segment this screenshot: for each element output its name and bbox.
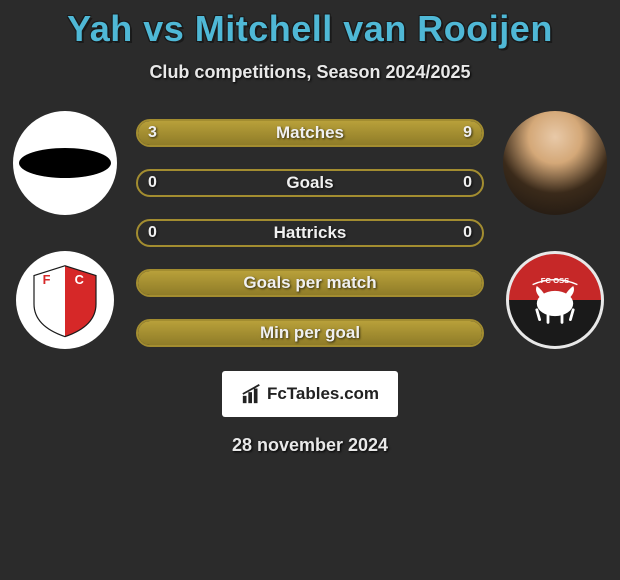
brand-text: FcTables.com <box>267 384 379 404</box>
stat-bar: 39Matches <box>136 119 484 147</box>
stat-bar: Min per goal <box>136 319 484 347</box>
utrecht-shield-icon: F C <box>25 260 105 340</box>
stat-label: Hattricks <box>138 221 482 245</box>
player-photo-left <box>13 111 117 215</box>
page-title: Yah vs Mitchell van Rooijen <box>0 8 620 50</box>
placeholder-silhouette <box>19 148 111 178</box>
stat-label: Goals per match <box>138 271 482 295</box>
club-logo-left: F C <box>16 251 114 349</box>
stat-bar: 00Goals <box>136 169 484 197</box>
stat-bars: 39Matches 00Goals 00Hattricks Goals per mat… <box>124 119 496 347</box>
player-photo-right <box>503 111 607 215</box>
stat-label: Matches <box>138 121 482 145</box>
main-row: F C 39Matches 00Goals 00Hattricks Goals per… <box>0 111 620 349</box>
stat-label: Goals <box>138 171 482 195</box>
left-player-column: F C <box>6 111 124 349</box>
bar-chart-icon <box>241 383 263 405</box>
svg-text:F: F <box>43 272 51 287</box>
stat-bar: Goals per match <box>136 269 484 297</box>
comparison-card: Yah vs Mitchell van Rooijen Club competi… <box>0 0 620 456</box>
right-player-column: FC OSS <box>496 111 614 349</box>
stat-bar: 00Hattricks <box>136 219 484 247</box>
svg-text:C: C <box>75 272 84 287</box>
club-logo-right: FC OSS <box>506 251 604 349</box>
subtitle: Club competitions, Season 2024/2025 <box>0 62 620 83</box>
stat-label: Min per goal <box>138 321 482 345</box>
footer-date: 28 november 2024 <box>0 435 620 456</box>
oss-bull-icon: FC OSS <box>520 265 590 335</box>
brand-badge: FcTables.com <box>222 371 398 417</box>
svg-text:FC OSS: FC OSS <box>541 276 570 285</box>
